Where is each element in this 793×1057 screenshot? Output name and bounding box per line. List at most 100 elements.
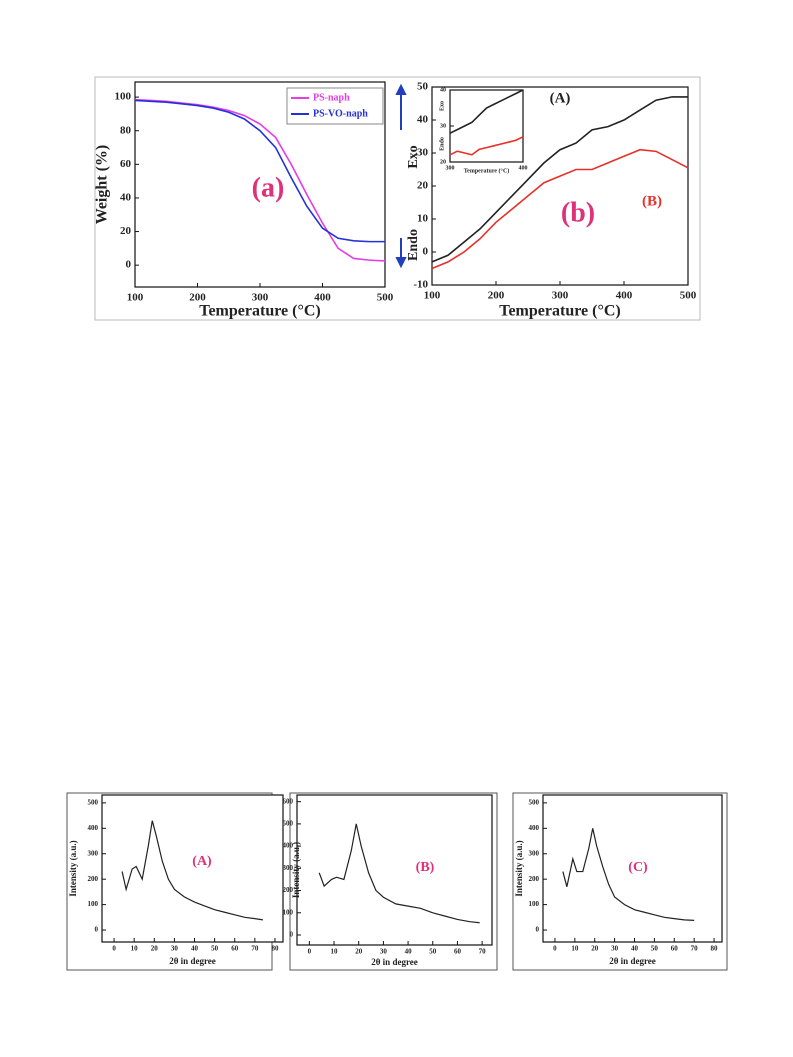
figure-frame [289,792,498,971]
y-tick-label: 40 [120,191,132,203]
y-tick-label: 200 [88,875,99,883]
x-tick-label: 20 [151,945,159,953]
annotation: (C) [628,860,648,875]
arrows [395,83,407,269]
y-tick-label: 40 [440,87,446,93]
data-line [449,136,524,156]
y-axis-label: Intensity (a.u.) [514,840,524,896]
y-tick-label: 20 [417,180,429,192]
x-tick-label: 60 [671,945,679,953]
x-axis-label: Temperature (°C) [464,167,510,174]
y-tick-label: 400 [529,824,540,832]
x-axis-label: 2θ in degree [169,956,216,966]
x-tick-label: 400 [314,292,331,304]
annotation: (B) [416,860,435,875]
y-tick-label: 100 [283,908,294,916]
y-tick-label: 500 [88,798,99,806]
y-tick-label: 40 [417,114,429,126]
annotation: Endo [406,229,421,261]
x-tick-label: 200 [189,292,206,304]
plot-frame [296,794,493,946]
x-tick-label: 0 [553,945,557,953]
y-tick-label: 20 [440,159,446,165]
x-tick-label: 30 [171,945,179,953]
y-axis-label: Intensity (a.u.) [291,842,301,898]
y-tick-label: 60 [120,158,132,170]
x-tick-label: 30 [611,945,619,953]
annotation: (a) [252,172,285,203]
data-line [134,98,386,262]
y-tick-label: 20 [120,225,132,237]
y-tick-label: 500 [529,798,540,806]
x-tick-label: 60 [231,945,239,953]
x-tick-label: 300 [446,165,455,171]
x-tick-label: 80 [271,945,279,953]
y-tick-label: 300 [529,849,540,857]
y-tick-label: 0 [536,926,540,934]
y-tick-label: 100 [88,900,99,908]
x-tick-label: 40 [631,945,639,953]
x-tick-label: 400 [519,165,528,171]
y-tick-label: 0 [423,246,429,258]
data-line [318,823,480,924]
x-tick-label: 50 [651,945,659,953]
y-tick-label: 50 [417,81,429,93]
x-tick-label: 400 [616,290,633,302]
y-tick-label: 300 [283,864,294,872]
x-tick-label: 80 [711,945,719,953]
y-tick-label: 30 [440,123,446,129]
x-axis-label: 2θ in degree [609,956,656,966]
y-tick-label: 500 [283,819,294,827]
y-axis-label: Intensity (a.u.) [68,840,78,896]
data-line [449,89,524,134]
legend-label: PS-VO-naph [313,108,368,119]
x-tick-label: 300 [252,292,269,304]
x-tick-label: 40 [191,945,199,953]
y-tick-label: 0 [290,931,294,939]
y-tick-label: 400 [283,842,294,850]
data-line [431,148,689,270]
y-tick-label: 300 [88,849,99,857]
x-tick-label: 70 [251,945,259,953]
annotation: (A) [550,90,571,106]
x-tick-label: 50 [429,948,437,956]
x-tick-label: 0 [308,948,312,956]
x-tick-label: 40 [405,948,413,956]
x-tick-label: 10 [131,945,139,953]
annotation: (B) [642,193,662,209]
y-tick-label: 30 [417,147,429,159]
y-tick-label: 10 [417,213,429,225]
y-tick-label: 80 [120,124,132,136]
legend-box [286,87,384,125]
x-tick-label: 30 [380,948,388,956]
x-tick-label: 60 [454,948,462,956]
y-tick-label: 0 [126,259,132,271]
x-axis-label: Temperature (°C) [199,303,320,320]
legend-label: PS-naph [313,92,350,103]
plot-frame [542,794,723,943]
data-line [431,96,688,263]
y-tick-label: 0 [95,926,99,934]
annotation: Exo [406,145,421,168]
figure-frame [512,792,728,971]
x-tick-label: 20 [355,948,363,956]
data-line [121,820,263,921]
y-tick-label: 100 [115,91,132,103]
x-tick-label: 200 [488,290,505,302]
annotation: Exo [439,101,445,111]
y-axis-label: Weight (%) [94,145,111,225]
x-tick-label: 20 [591,945,599,953]
annotation: Endo [439,137,445,151]
x-axis-label: 2θ in degree [371,957,418,967]
x-tick-label: 500 [680,290,697,302]
y-tick-label: 100 [529,900,540,908]
y-tick-label: 400 [88,824,99,832]
annotation: (A) [192,854,212,869]
x-tick-label: 100 [424,290,441,302]
x-tick-label: 70 [691,945,699,953]
x-tick-label: 100 [127,292,144,304]
x-tick-label: 500 [377,292,394,304]
data-line [562,828,695,921]
y-tick-label: 200 [283,886,294,894]
